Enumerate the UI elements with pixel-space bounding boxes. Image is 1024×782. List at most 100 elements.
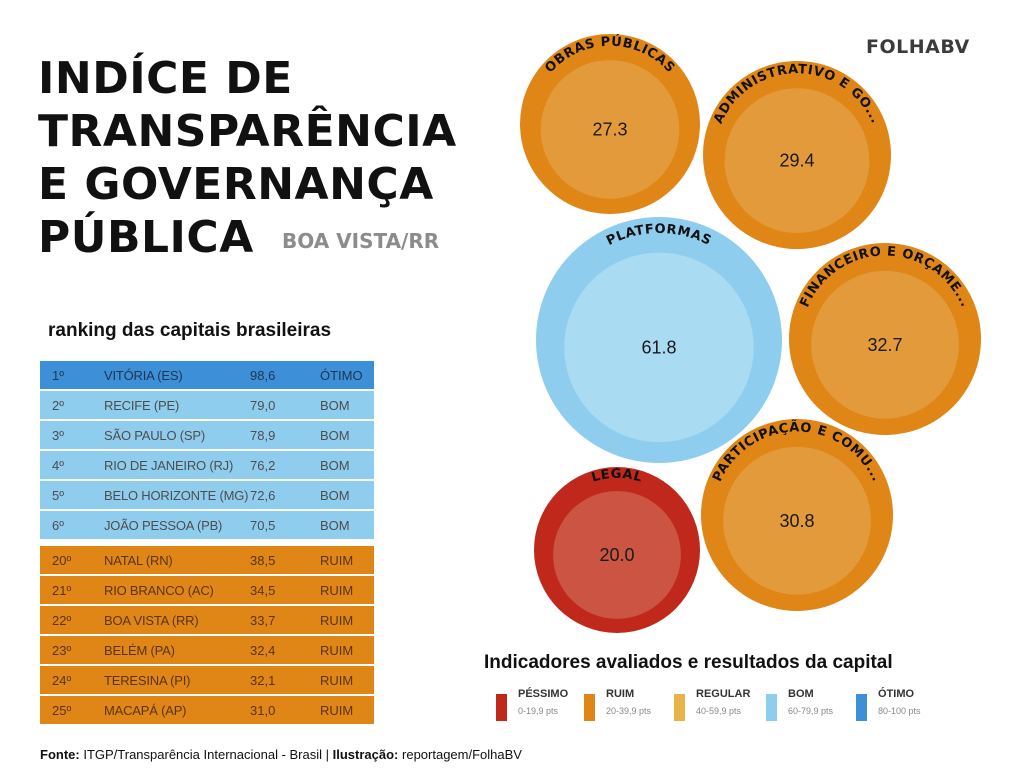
subtitle: BOA VISTA/RR	[282, 229, 440, 253]
rank-city: RIO BRANCO (AC)	[104, 583, 214, 598]
brand-logo: FOLHABV	[866, 36, 970, 58]
rank-city: BOA VISTA (RR)	[104, 613, 199, 628]
table-row: 21º RIO BRANCO (AC) 34,5 RUIM	[40, 576, 374, 604]
legend-label: BOM	[788, 688, 814, 700]
bubble-name-label: LEGAL	[590, 467, 644, 486]
table-row: 1º VITÓRIA (ES) 98,6 ÓTIMO	[40, 361, 374, 389]
bubble-5: PARTICIPAÇÃO E COMU...30.8	[701, 419, 893, 611]
rank-position: 4º	[52, 458, 64, 473]
bubble-3: FINANCEIRO E ORÇAME...32.7	[789, 243, 981, 435]
rank-class: RUIM	[320, 673, 354, 688]
table-row: 4º RIO DE JANEIRO (RJ) 76,2 BOM	[40, 451, 374, 479]
legend-range: 0-19,9 pts	[518, 706, 559, 716]
rank-city: VITÓRIA (ES)	[104, 368, 183, 383]
rank-class: RUIM	[320, 703, 354, 718]
rank-score: 78,9	[250, 428, 276, 443]
rank-class: BOM	[320, 518, 350, 533]
bubble-1: ADMINISTRATIVO E GO...29.4	[703, 61, 891, 249]
rank-position: 21º	[52, 583, 72, 598]
bubble-value-label: 30.8	[779, 511, 814, 531]
ranking-title: ranking das capitais brasileiras	[48, 320, 332, 341]
rank-score: 33,7	[250, 613, 276, 628]
table-row: 25º MACAPÁ (AP) 31,0 RUIM	[40, 696, 374, 724]
rank-position: 5º	[52, 488, 64, 503]
rank-city: SÃO PAULO (SP)	[104, 428, 205, 443]
table-row: 24º TERESINA (PI) 32,1 RUIM	[40, 666, 374, 694]
footer-illustration-label: Ilustração:	[332, 747, 399, 762]
title-line-3: E GOVERNANÇA	[38, 159, 434, 210]
legend-item-pessimo: PÉSSIMO 0-19,9 pts	[496, 686, 596, 722]
rank-class: RUIM	[320, 553, 354, 568]
rank-class: RUIM	[320, 613, 354, 628]
table-row: 22º BOA VISTA (RR) 33,7 RUIM	[40, 606, 374, 634]
rank-class: BOM	[320, 488, 350, 503]
title-line-2: TRANSPARÊNCIA	[38, 106, 457, 157]
rank-position: 6º	[52, 518, 64, 533]
legend-label: PÉSSIMO	[518, 688, 569, 700]
legend-swatch	[496, 694, 507, 721]
legend-item-ruim: RUIM 20-39,9 pts	[584, 686, 684, 722]
legend-label: ÓTIMO	[878, 688, 915, 700]
table-row: 20º NATAL (RN) 38,5 RUIM	[40, 546, 374, 574]
bubble-value-label: 32.7	[867, 335, 902, 355]
rank-score: 32,1	[250, 673, 276, 688]
bubble-inner	[540, 60, 680, 199]
rank-class: BOM	[320, 398, 350, 413]
ranking-table-bottom: 20º NATAL (RN) 38,5 RUIM 21º RIO BRANCO …	[40, 546, 374, 726]
legend-range: 20-39,9 pts	[606, 706, 652, 716]
bubble-inner	[553, 491, 681, 619]
legend-item-regular: REGULAR 40-59,9 pts	[674, 686, 774, 722]
rank-city: TERESINA (PI)	[104, 673, 191, 688]
legend-range: 60-79,9 pts	[788, 706, 834, 716]
legend-range: 40-59,9 pts	[696, 706, 742, 716]
footer-source-label: Fonte:	[40, 747, 80, 762]
rank-score: 72,6	[250, 488, 276, 503]
legend-swatch	[674, 694, 685, 721]
footer-illustration: reportagem/FolhaBV	[402, 747, 522, 762]
rank-score: 79,0	[250, 398, 276, 413]
rank-city: NATAL (RN)	[104, 553, 173, 568]
rank-class: ÓTIMO	[320, 368, 363, 383]
legend-label: REGULAR	[696, 688, 751, 700]
rank-score: 32,4	[250, 643, 276, 658]
table-row: 5º BELO HORIZONTE (MG) 72,6 BOM	[40, 481, 374, 509]
rank-class: RUIM	[320, 583, 354, 598]
bubble-value-label: 20.0	[599, 545, 634, 565]
legend-swatch	[584, 694, 595, 721]
legend-swatch	[856, 694, 867, 721]
bubble-inner	[564, 252, 754, 443]
rank-position: 2º	[52, 398, 64, 413]
rank-city: MACAPÁ (AP)	[104, 703, 187, 718]
rank-city: RECIFE (PE)	[104, 398, 180, 413]
title-line-4: PÚBLICA	[38, 212, 254, 263]
table-row: 2º RECIFE (PE) 79,0 BOM	[40, 391, 374, 419]
bubble-inner	[723, 446, 871, 595]
bubble-value-label: 61.8	[641, 337, 676, 357]
rank-score: 34,5	[250, 583, 276, 598]
rank-city: JOÃO PESSOA (PB)	[104, 518, 223, 533]
table-row: 23º BELÉM (PA) 32,4 RUIM	[40, 636, 374, 664]
ranking-table-top: 1º VITÓRIA (ES) 98,6 ÓTIMO 2º RECIFE (PE…	[40, 361, 374, 541]
rank-class: BOM	[320, 458, 350, 473]
bubble-value-label: 27.3	[592, 119, 627, 139]
rank-position: 23º	[52, 643, 72, 658]
legend-swatch	[766, 694, 777, 721]
rank-score: 98,6	[250, 368, 276, 383]
legend-label: RUIM	[606, 688, 635, 700]
bubble-inner	[724, 88, 870, 234]
rank-class: RUIM	[320, 643, 354, 658]
table-row: 3º SÃO PAULO (SP) 78,9 BOM	[40, 421, 374, 449]
rank-position: 1º	[52, 368, 64, 383]
legend-range: 80-100 pts	[878, 706, 921, 716]
rank-score: 38,5	[250, 553, 276, 568]
footer: Fonte: ITGP/Transparência Internacional …	[40, 747, 522, 762]
rank-score: 76,2	[250, 458, 276, 473]
rank-score: 70,5	[250, 518, 276, 533]
bubble-inner	[811, 270, 959, 419]
rank-city: BELÉM (PA)	[104, 643, 175, 658]
rank-position: 25º	[52, 703, 72, 718]
rank-position: 20º	[52, 553, 72, 568]
page-title: INDÍCE DE TRANSPARÊNCIA E GOVERNANÇA PÚB…	[38, 52, 478, 264]
